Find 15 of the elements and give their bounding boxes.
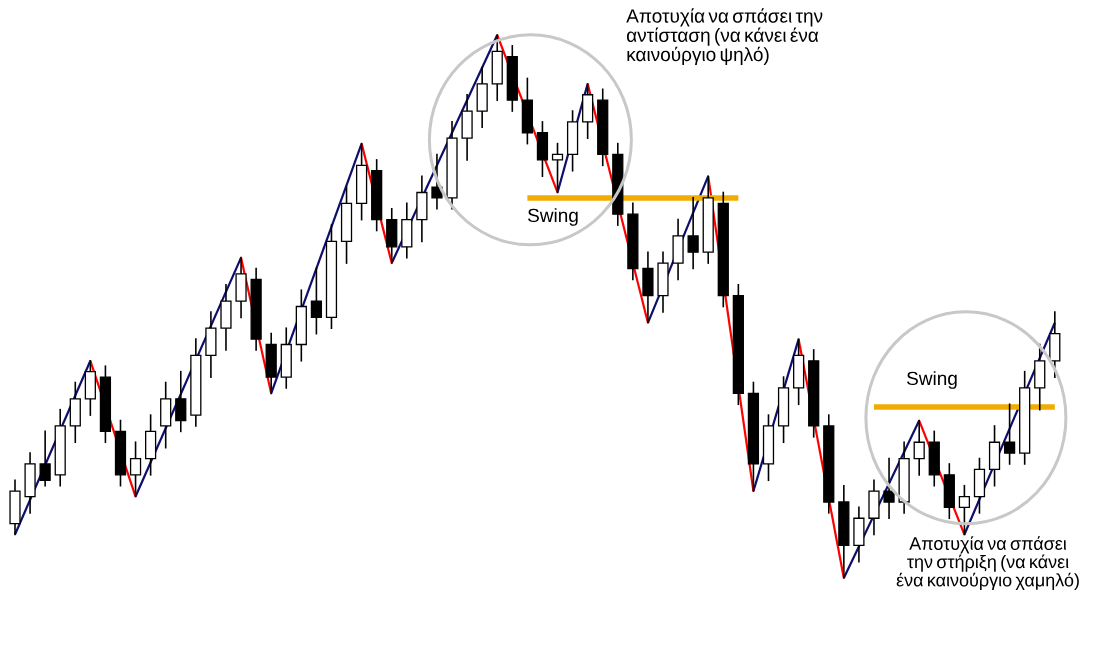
- candlestick: [129, 441, 142, 498]
- candlestick: [431, 153, 443, 210]
- annotation: Swing: [907, 371, 957, 389]
- candlestick: [39, 430, 51, 487]
- candlestick: [883, 457, 895, 520]
- candlestick: [551, 142, 564, 194]
- annotation: Swing: [528, 208, 578, 226]
- annotation: Αποτυχία να σπάσει την αντίσταση (να κάνει ένα καινούργιο ψηλό): [626, 8, 823, 65]
- candlestick: [958, 484, 971, 536]
- annotation: Αποτυχία να σπάσει την στήριξη (να κάνει ένα καινούργιο χαμηλό): [896, 536, 1079, 591]
- candlestick: [175, 370, 187, 433]
- candlestick: [913, 419, 925, 476]
- candlestick: [1003, 403, 1016, 465]
- candlestick: [687, 197, 699, 270]
- candlestick: [310, 267, 323, 335]
